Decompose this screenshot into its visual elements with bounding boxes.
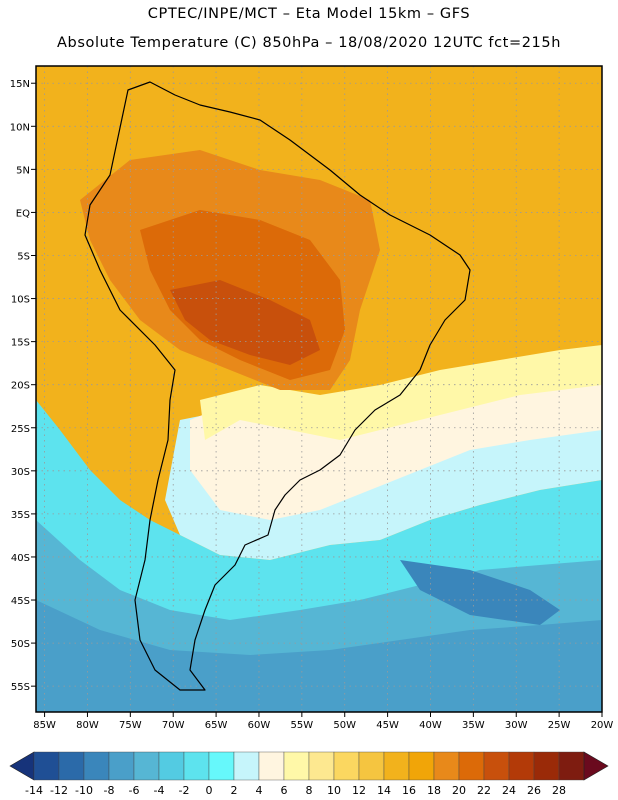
colorbar-label: 10 <box>327 784 341 797</box>
colorbar-segment <box>133 751 160 781</box>
lon-label: 70W <box>162 720 185 731</box>
lat-label: EQ <box>16 208 30 219</box>
colorbar-label: -2 <box>179 784 190 797</box>
lon-label: 65W <box>205 720 228 731</box>
colorbar-max-arrow <box>583 751 609 781</box>
lat-label: 55S <box>11 682 30 693</box>
colorbar-label: 14 <box>377 784 391 797</box>
colorbar-segment <box>233 751 260 781</box>
colorbar-segment <box>508 751 535 781</box>
colorbar-label: 4 <box>256 784 263 797</box>
colorbar-label: 28 <box>552 784 566 797</box>
map-title: CPTEC/INPE/MCT – Eta Model 15km – GFS <box>147 6 471 22</box>
map-graticule <box>36 66 603 712</box>
map-subtitle: Absolute Temperature (C) 850hPa – 18/08/… <box>57 35 561 51</box>
lat-label: 5N <box>16 165 30 176</box>
colorbar-segment <box>183 751 210 781</box>
lon-label: 55W <box>291 720 314 731</box>
colorbar-label: 0 <box>206 784 213 797</box>
colorbar-label: 8 <box>306 784 313 797</box>
colorbar-label: 2 <box>231 784 238 797</box>
lon-label: 45W <box>376 720 399 731</box>
lat-label: 10S <box>11 295 30 306</box>
longitude-labels: 85W 80W 75W 70W 65W 60W 55W 50W 45W 40W 35W 30W 25W 2… <box>33 712 613 731</box>
lon-label: 75W <box>119 720 142 731</box>
lat-label: 10N <box>10 122 30 133</box>
lon-label: 35W <box>462 720 485 731</box>
temperature-field <box>36 66 602 712</box>
field-yellow-band <box>200 345 602 440</box>
lon-label: 50W <box>333 720 356 731</box>
field-cold-core <box>400 560 560 625</box>
colorbar-label: 26 <box>527 784 541 797</box>
colorbar-segment <box>83 751 110 781</box>
colorbar-segment <box>408 751 435 781</box>
coastline <box>84 81 471 691</box>
lat-label: 40S <box>11 553 30 564</box>
lon-label: 25W <box>548 720 571 731</box>
lon-label: 20W <box>591 720 614 731</box>
colorbar: -14 -12 -10 -8 -6 -4 -2 0 2 4 6 8 10 12 14 16 18 20 22 24 26… <box>9 751 609 797</box>
field-cold-band <box>36 600 602 712</box>
colorbar-segment <box>483 751 510 781</box>
colorbar-label: -4 <box>154 784 165 797</box>
colorbar-segment <box>208 751 235 781</box>
colorbar-segment <box>308 751 335 781</box>
colorbar-segment <box>158 751 185 781</box>
lon-label: 60W <box>248 720 271 731</box>
lat-label: 20S <box>11 381 30 392</box>
colorbar-min-arrow <box>9 751 35 781</box>
colorbar-segment <box>433 751 460 781</box>
colorbar-label: 24 <box>502 784 516 797</box>
field-hottest-region <box>170 280 320 365</box>
latitude-labels: 15N 10N 5N EQ 5S 10S 15S 20S 25S 30S 35S 40S 45S 50S 5… <box>10 79 36 693</box>
colorbar-segment <box>108 751 135 781</box>
lat-label: 50S <box>11 639 30 650</box>
lon-label: 30W <box>505 720 528 731</box>
colorbar-label: 22 <box>477 784 491 797</box>
colorbar-label: 12 <box>352 784 366 797</box>
lat-label: 15S <box>11 338 30 349</box>
colorbar-segment <box>58 751 85 781</box>
lat-label: 45S <box>11 596 30 607</box>
colorbar-segment <box>333 751 360 781</box>
lon-label: 80W <box>76 720 99 731</box>
colorbar-label: 16 <box>402 784 416 797</box>
colorbar-label: 20 <box>452 784 466 797</box>
lat-label: 30S <box>11 467 30 478</box>
colorbar-label: 18 <box>427 784 441 797</box>
colorbar-label: -6 <box>129 784 140 797</box>
colorbar-label: -10 <box>75 784 93 797</box>
colorbar-label: -12 <box>50 784 68 797</box>
map-frame <box>35 65 603 713</box>
colorbar-label: -14 <box>25 784 43 797</box>
colorbar-segment <box>33 751 60 781</box>
colorbar-label: -8 <box>104 784 115 797</box>
colorbar-segment <box>358 751 385 781</box>
colorbar-segment <box>533 751 560 781</box>
colorbar-label: 6 <box>281 784 288 797</box>
colorbar-segment <box>383 751 410 781</box>
lon-label: 40W <box>419 720 442 731</box>
lat-label: 5S <box>17 251 30 262</box>
lon-label: 85W <box>33 720 56 731</box>
lat-label: 15N <box>10 79 30 90</box>
colorbar-segment <box>258 751 285 781</box>
lat-label: 25S <box>11 424 30 435</box>
lat-label: 35S <box>11 510 30 521</box>
colorbar-segment <box>558 751 585 781</box>
colorbar-segment <box>458 751 485 781</box>
colorbar-segment <box>283 751 310 781</box>
